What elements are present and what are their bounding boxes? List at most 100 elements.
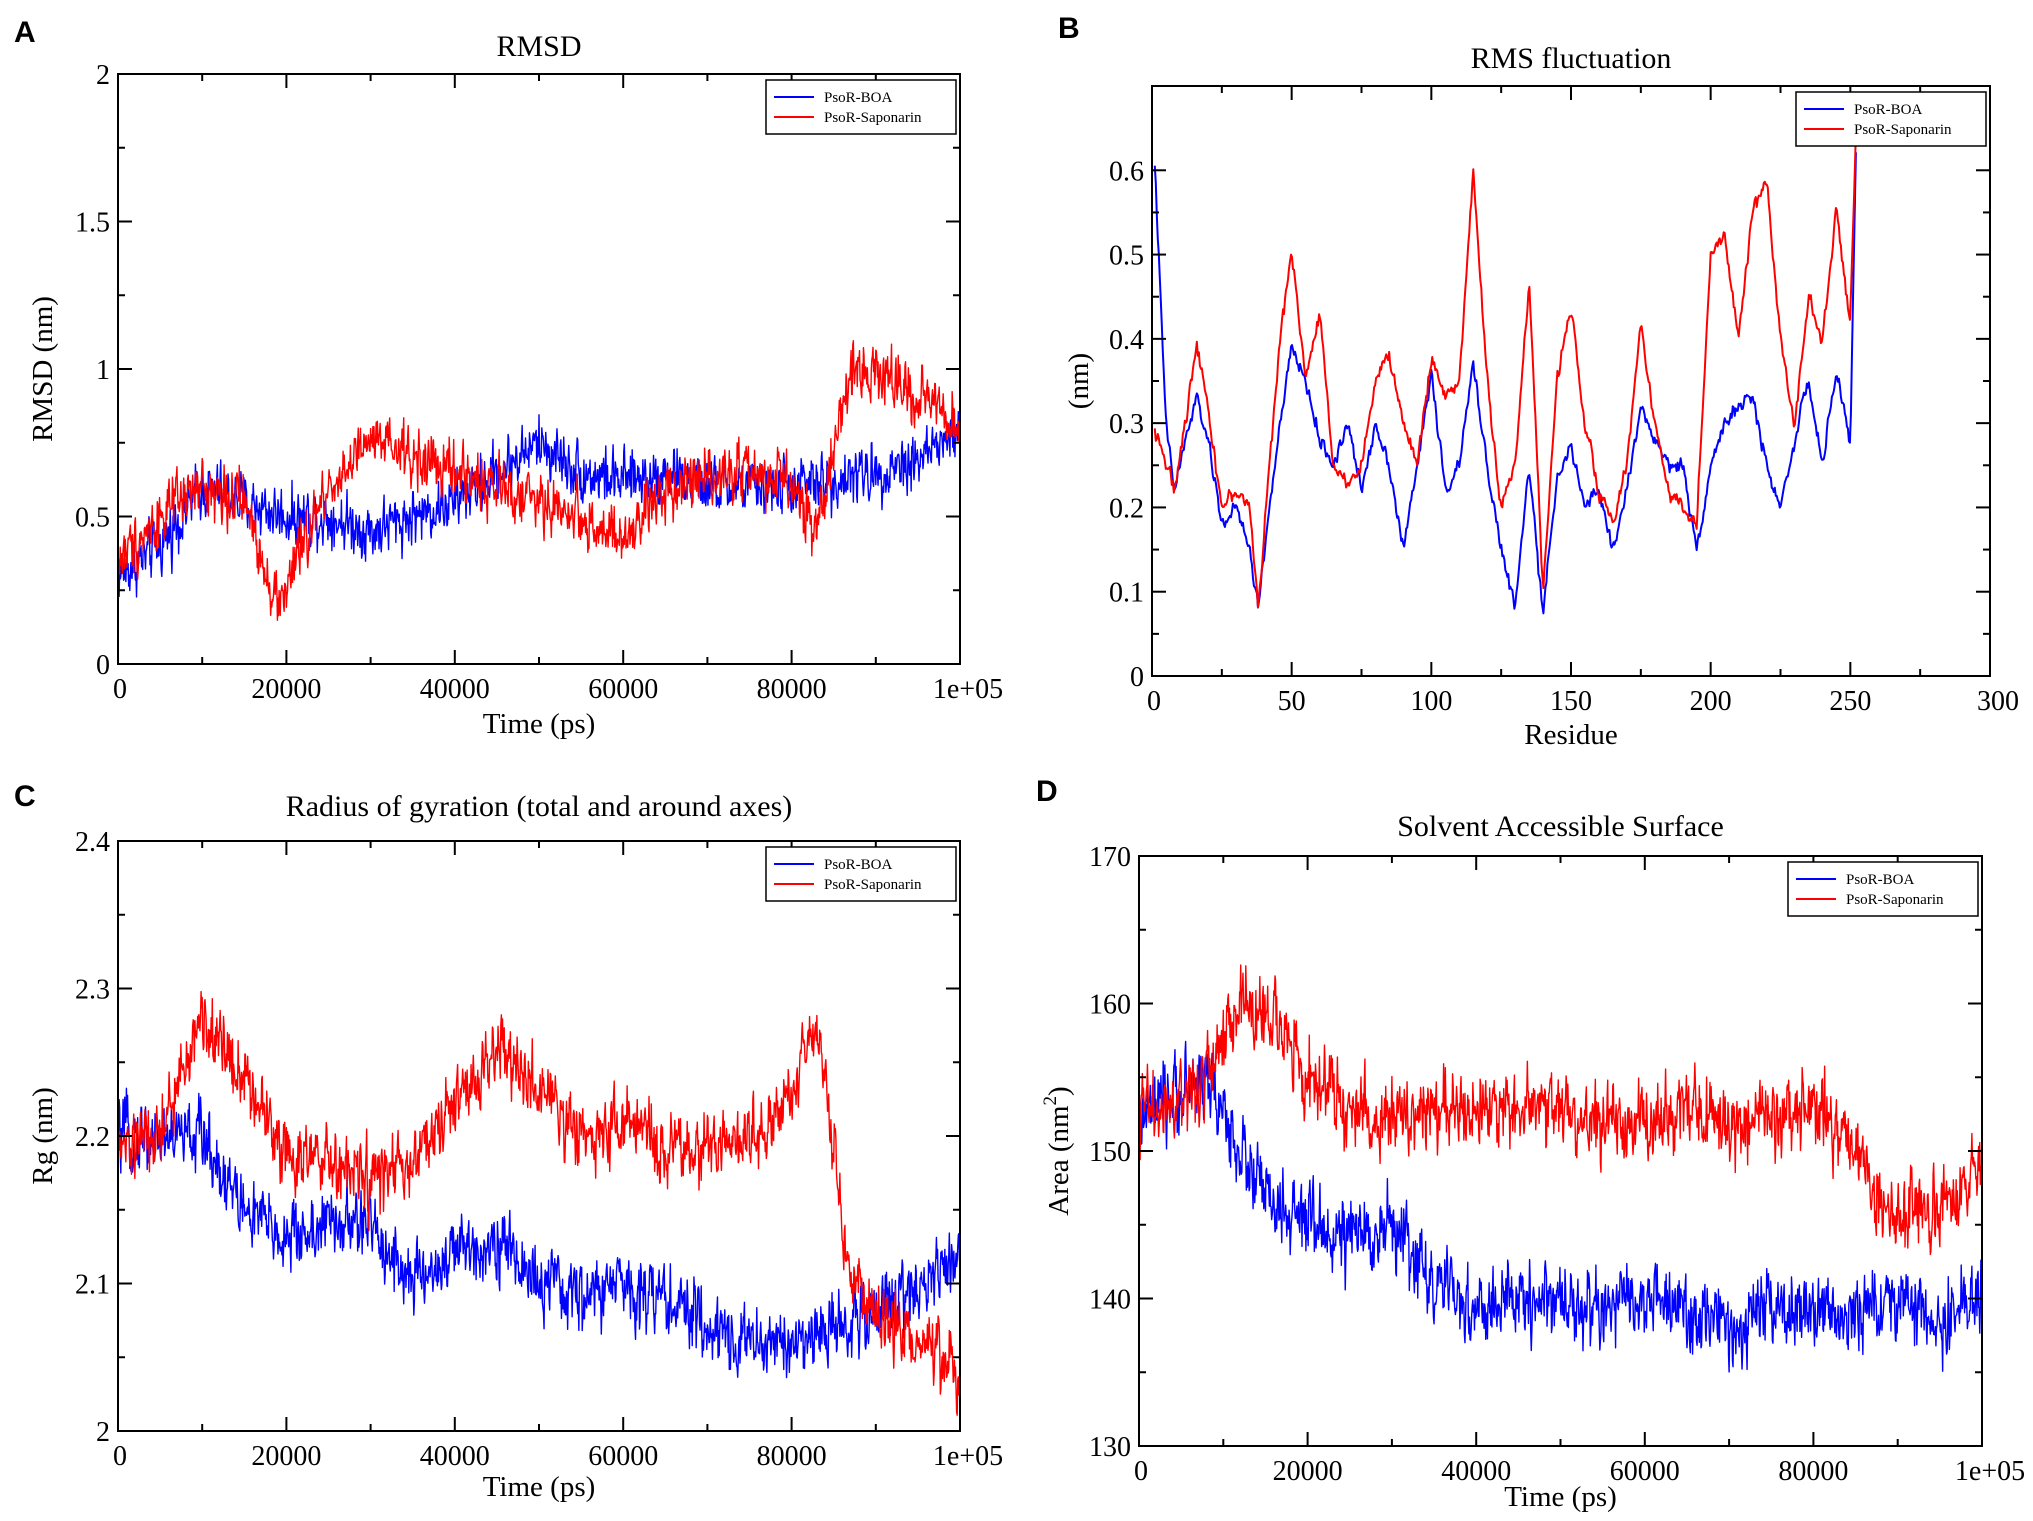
- panel-c: C Radius of gyration (total and around ax…: [14, 780, 1003, 1503]
- series-group: [1139, 964, 1982, 1373]
- y-axis-label-superscript: 2: [1040, 1096, 1061, 1106]
- y-axis-label-text: RMSD (nm): [27, 296, 59, 442]
- x-tick-label: 20000: [1273, 1456, 1343, 1487]
- x-tick-label: 250: [1829, 686, 1871, 717]
- chart-title: Solvent Accessible Surface: [1397, 810, 1724, 843]
- y-tick-label: 0: [96, 650, 110, 681]
- x-tick-label: 50: [1278, 686, 1306, 717]
- panel-letter: B: [1058, 12, 1080, 45]
- y-tick-label: 150: [1089, 1137, 1131, 1168]
- x-tick-label: 100: [1410, 686, 1452, 717]
- x-tick-label: 0: [1147, 686, 1161, 717]
- series-line-psor-saponarin: [118, 990, 960, 1416]
- y-axis-label-text: (nm): [1063, 353, 1095, 409]
- y-tick-label: 2.3: [75, 975, 110, 1006]
- legend-label: PsoR-Saponarin: [1854, 122, 1952, 138]
- legend-label: PsoR-BOA: [1846, 872, 1915, 888]
- x-tick-label: 1e+05: [1955, 1456, 2025, 1487]
- y-tick-label: 170: [1089, 842, 1131, 873]
- legend-box: [1795, 91, 1987, 147]
- y-tick-label: 140: [1089, 1285, 1131, 1316]
- y-tick-label: 0.5: [75, 503, 110, 534]
- x-tick-label: 300: [1977, 686, 2019, 717]
- legend-box: [765, 79, 957, 135]
- x-tick-label: 0: [1134, 1456, 1148, 1487]
- y-tick-label: 2: [96, 60, 110, 91]
- y-axis-label-suffix: ): [1043, 1086, 1075, 1096]
- y-tick-label: 130: [1089, 1432, 1131, 1463]
- y-tick-label: 2.1: [75, 1270, 110, 1301]
- x-tick-label: 0: [113, 674, 127, 705]
- x-axis-label: Time (ps): [483, 708, 596, 740]
- x-axis-label: Residue: [1524, 719, 1617, 751]
- x-tick-label: 200: [1690, 686, 1732, 717]
- x-axis-label: Time (ps): [1504, 1481, 1617, 1513]
- panel-a: A RMSD 0 20000 40000 60000 80000 1e+05 0 0.5 1 1.5 2…: [14, 16, 1003, 740]
- plot-frame: [117, 73, 961, 665]
- x-axis-label: Time (ps): [483, 1471, 596, 1503]
- series-line-psor-boa: [1153, 152, 1857, 615]
- legend-label: PsoR-Saponarin: [824, 877, 922, 893]
- chart-title: Radius of gyration (total and around axe…: [286, 790, 793, 823]
- series-line-psor-saponarin: [1139, 964, 1982, 1256]
- y-tick-label: 0.3: [1109, 409, 1144, 440]
- series-line-psor-boa: [118, 409, 960, 598]
- x-tick-label: 20000: [251, 674, 321, 705]
- legend-label: PsoR-BOA: [824, 857, 893, 873]
- legend-label: PsoR-Saponarin: [1846, 892, 1944, 908]
- series-group: [118, 340, 960, 621]
- y-axis-label: Rg (nm): [27, 1087, 59, 1184]
- legend: PsoR-BOA PsoR-Saponarin: [765, 79, 957, 135]
- x-tick-label: 60000: [1610, 1456, 1680, 1487]
- x-tick-label: 20000: [251, 1441, 321, 1472]
- y-axis-label: RMSD (nm): [27, 296, 59, 442]
- y-axis-label: Area (nm2): [1040, 1086, 1075, 1215]
- series-line-psor-boa: [1139, 1040, 1982, 1373]
- x-tick-label: 80000: [757, 1441, 827, 1472]
- legend-box: [765, 846, 957, 902]
- panel-letter: A: [14, 16, 36, 49]
- y-tick-label: 2: [96, 1417, 110, 1448]
- series-group: [118, 990, 960, 1416]
- y-tick-label: 2.4: [75, 827, 110, 858]
- legend: PsoR-BOA PsoR-Saponarin: [1795, 91, 1987, 147]
- panel-b: B RMS fluctuation 0 50 100 150 200 250 300 0 0.1 0.…: [1058, 12, 2019, 751]
- legend-label: PsoR-Saponarin: [824, 110, 922, 126]
- y-tick-label: 0.2: [1109, 493, 1144, 524]
- x-tick-label: 40000: [420, 1441, 490, 1472]
- chart-title: RMS fluctuation: [1471, 42, 1672, 75]
- x-tick-label: 60000: [588, 1441, 658, 1472]
- x-tick-label: 0: [113, 1441, 127, 1472]
- x-tick-label: 80000: [757, 674, 827, 705]
- x-tick-label: 60000: [588, 674, 658, 705]
- y-tick-label: 1: [96, 355, 110, 386]
- legend-label: PsoR-BOA: [824, 90, 893, 106]
- series-line-psor-boa: [118, 1087, 960, 1379]
- legend-label: PsoR-BOA: [1854, 102, 1923, 118]
- x-tick-label: 40000: [420, 674, 490, 705]
- y-tick-label: 0.4: [1109, 325, 1144, 356]
- x-tick-label: 1e+05: [933, 674, 1003, 705]
- chart-title: RMSD: [496, 30, 581, 63]
- y-tick-label: 2.2: [75, 1122, 110, 1153]
- panel-d: D Solvent Accessible Surface 0 20000 40000 60…: [1036, 775, 2025, 1513]
- y-tick-label: 0.5: [1109, 241, 1144, 272]
- y-tick-label: 1.5: [75, 208, 110, 239]
- y-tick-label: 0.6: [1109, 156, 1144, 187]
- legend-box: [1787, 861, 1979, 917]
- y-tick-label: 0.1: [1109, 578, 1144, 609]
- y-tick-label: 160: [1089, 990, 1131, 1021]
- x-tick-label: 80000: [1778, 1456, 1848, 1487]
- series-group: [1153, 130, 1857, 615]
- x-tick-label: 1e+05: [933, 1441, 1003, 1472]
- y-tick-label: 0: [1130, 662, 1144, 693]
- y-axis-label-text: Area (nm: [1043, 1105, 1075, 1216]
- panel-letter: D: [1036, 775, 1058, 808]
- series-line-psor-saponarin: [118, 340, 960, 621]
- legend: PsoR-BOA PsoR-Saponarin: [1787, 861, 1979, 917]
- legend: PsoR-BOA PsoR-Saponarin: [765, 846, 957, 902]
- x-tick-label: 150: [1550, 686, 1592, 717]
- y-axis-label: (nm): [1063, 353, 1095, 409]
- y-axis-label-text: Rg (nm): [27, 1087, 59, 1184]
